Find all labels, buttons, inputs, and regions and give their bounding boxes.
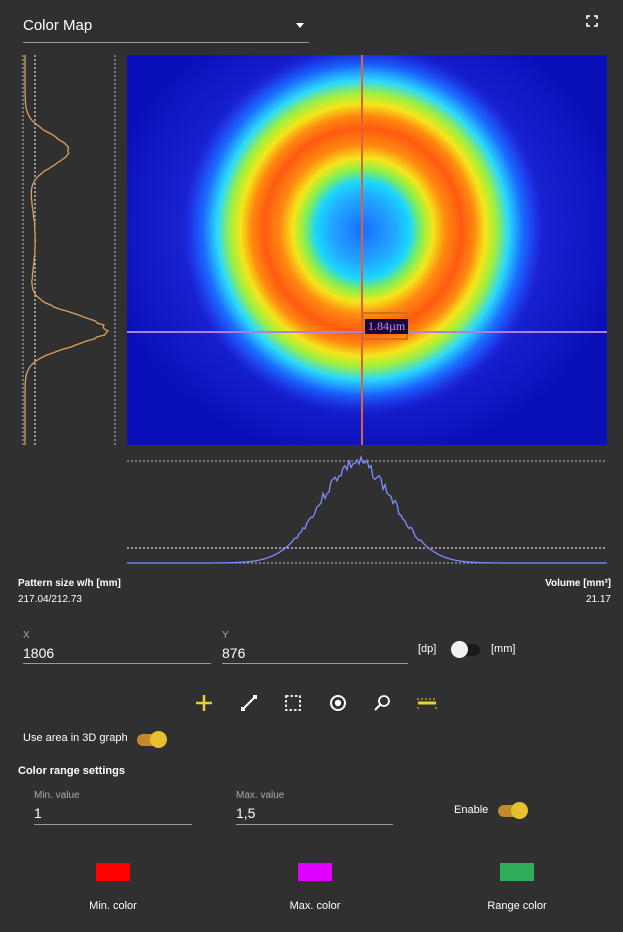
use-area-label: Use area in 3D graph <box>23 732 128 744</box>
x-value: 1806 <box>23 645 55 661</box>
fullscreen-icon[interactable] <box>586 15 598 27</box>
measure-label: 1.84µm <box>365 319 409 334</box>
min-color-swatch[interactable] <box>96 863 130 881</box>
horizontal-profile-plot <box>127 454 607 564</box>
volume-value: 21.17 <box>585 594 611 605</box>
range-color-label: Range color <box>487 900 547 912</box>
max-value: 1,5 <box>236 805 256 821</box>
max-color-swatch[interactable] <box>298 863 332 881</box>
range-color-swatch[interactable] <box>500 863 534 881</box>
line-measure-icon[interactable] <box>240 694 258 712</box>
ruler-icon[interactable] <box>416 696 438 710</box>
zoom-icon[interactable] <box>373 694 391 712</box>
view-mode-value: Color Map <box>23 17 93 34</box>
chevron-down-icon <box>296 23 304 28</box>
vertical-profile-plot <box>22 55 116 445</box>
y-coordinate-field[interactable]: Y 876 <box>222 630 408 664</box>
vertical-crosshair[interactable] <box>361 55 363 445</box>
y-value: 876 <box>222 645 246 661</box>
vertical-profile-curve <box>24 55 110 445</box>
min-value-label: Min. value <box>34 790 80 801</box>
enable-label: Enable <box>454 804 489 816</box>
max-value-field[interactable]: Max. value 1,5 <box>236 790 393 825</box>
pattern-size-label: Pattern size w/h [mm] <box>18 578 121 589</box>
max-color-label: Max. color <box>289 900 341 912</box>
color-map-image[interactable] <box>127 55 607 445</box>
x-coordinate-field[interactable]: X 1806 <box>23 630 211 664</box>
add-icon[interactable] <box>195 694 213 712</box>
view-mode-select[interactable]: Color Map <box>23 12 309 43</box>
max-value-label: Max. value <box>236 790 285 801</box>
min-color-label: Min. color <box>89 900 137 912</box>
min-value: 1 <box>34 805 42 821</box>
pattern-size-value: 217.04/212.73 <box>18 594 82 605</box>
color-range-title: Color range settings <box>18 765 125 777</box>
use-area-toggle[interactable] <box>137 731 167 748</box>
min-value-field[interactable]: Min. value 1 <box>34 790 192 825</box>
unit-toggle[interactable] <box>451 641 480 658</box>
unit-mm-label: [mm] <box>491 643 516 655</box>
rect-select-icon[interactable] <box>284 694 302 712</box>
target-icon[interactable] <box>329 694 347 712</box>
x-label: X <box>23 630 30 641</box>
volume-label: Volume [mm³] <box>545 578 611 589</box>
y-label: Y <box>222 630 229 641</box>
enable-toggle[interactable] <box>498 802 528 819</box>
unit-dp-label: [dp] <box>418 643 437 655</box>
horizontal-profile-curve <box>127 454 607 564</box>
